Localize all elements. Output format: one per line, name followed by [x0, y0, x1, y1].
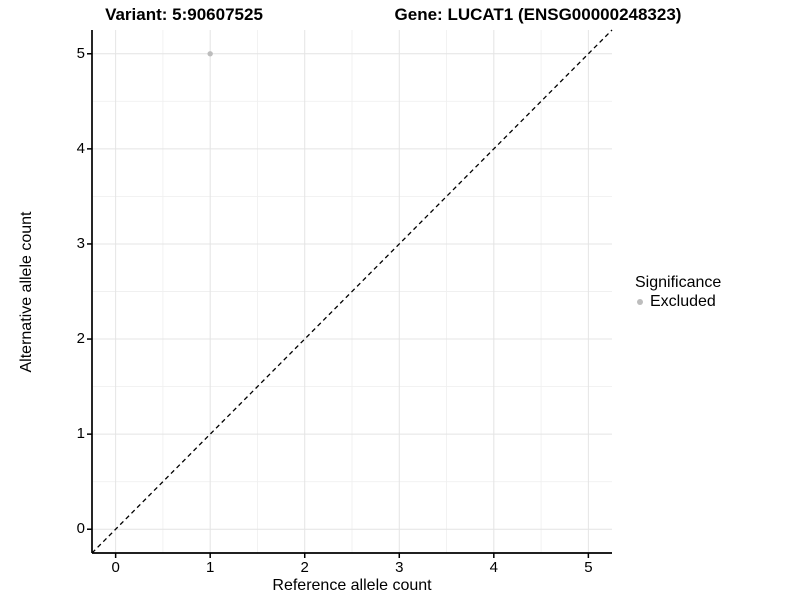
legend: Significance Excluded: [634, 273, 721, 312]
y-tick-label: 5: [76, 44, 85, 62]
plot-canvas: [87, 29, 613, 558]
x-tick-label: 5: [584, 559, 593, 576]
legend-entries: Excluded: [634, 292, 721, 312]
x-axis-title: Reference allele count: [272, 577, 432, 594]
legend-point-icon: [634, 296, 646, 308]
y-tick-label: 0: [76, 520, 85, 538]
y-axis-title: Alternative allele count: [18, 211, 35, 373]
legend-entry: Excluded: [634, 292, 721, 312]
y-tick-label: 4: [76, 139, 85, 157]
y-tick-label: 3: [76, 234, 85, 252]
x-tick-label: 1: [206, 559, 215, 576]
data-point: [207, 51, 213, 57]
y-tick-label: 2: [76, 330, 85, 348]
x-tick-label: 2: [300, 559, 309, 576]
legend-entry-label: Excluded: [650, 293, 716, 310]
legend-title: Significance: [635, 274, 722, 291]
x-tick-label: 3: [395, 559, 404, 576]
gene-title: Gene: LUCAT1 (ENSG00000248323): [394, 5, 682, 24]
x-tick-label: 4: [489, 559, 498, 576]
variant-title: Variant: 5:90607525: [105, 5, 263, 24]
x-tick-label: 0: [111, 559, 120, 576]
plot-panel: 0 1 2 3 4 5 0 1 2 3 4 5: [77, 29, 613, 576]
y-tick-label: 1: [76, 425, 85, 443]
identity-dashed-line: [91, 29, 613, 554]
